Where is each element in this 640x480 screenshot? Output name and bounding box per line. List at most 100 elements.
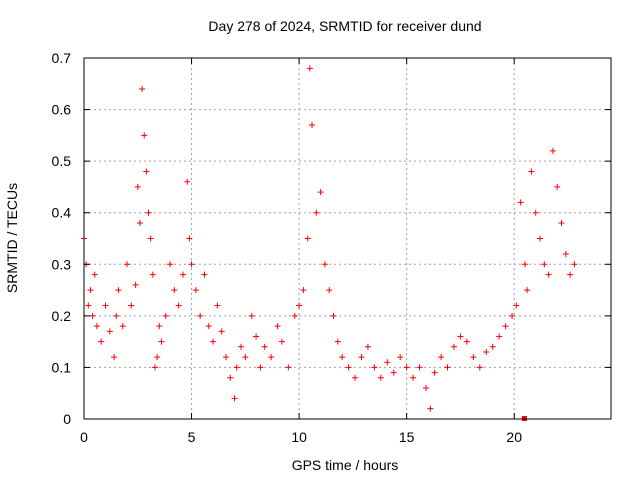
chart-title: Day 278 of 2024, SRMTID for receiver dun… bbox=[208, 18, 481, 34]
data-point bbox=[397, 354, 404, 361]
data-point bbox=[339, 354, 346, 361]
data-point bbox=[156, 323, 163, 330]
data-point bbox=[210, 338, 217, 345]
data-point bbox=[222, 354, 229, 361]
data-point bbox=[147, 235, 154, 242]
data-points bbox=[81, 65, 578, 421]
data-point bbox=[528, 168, 535, 175]
data-point bbox=[132, 281, 139, 288]
data-point bbox=[98, 338, 105, 345]
data-point bbox=[124, 261, 131, 268]
data-point bbox=[390, 369, 397, 376]
data-point bbox=[85, 302, 92, 309]
data-point bbox=[410, 374, 417, 381]
data-point bbox=[558, 220, 565, 227]
data-point bbox=[233, 364, 240, 371]
data-point bbox=[476, 364, 483, 371]
data-point bbox=[334, 338, 341, 345]
data-point bbox=[285, 364, 292, 371]
data-point bbox=[175, 302, 182, 309]
data-point bbox=[532, 209, 539, 216]
data-point bbox=[431, 369, 438, 376]
data-point bbox=[102, 302, 109, 309]
data-point bbox=[171, 287, 178, 294]
data-point bbox=[444, 364, 451, 371]
data-point bbox=[371, 364, 378, 371]
data-point bbox=[93, 323, 100, 330]
data-point bbox=[438, 354, 445, 361]
data-point bbox=[483, 348, 490, 355]
data-point bbox=[427, 405, 434, 412]
x-tick-label: 20 bbox=[506, 429, 522, 445]
data-point bbox=[154, 354, 161, 361]
y-tick-label: 0 bbox=[63, 411, 71, 427]
data-point bbox=[231, 395, 238, 402]
data-point bbox=[192, 287, 199, 294]
data-point bbox=[257, 364, 264, 371]
y-tick-label: 0.5 bbox=[52, 153, 72, 169]
data-point bbox=[296, 302, 303, 309]
data-point bbox=[423, 385, 430, 392]
data-point bbox=[309, 122, 316, 129]
y-tick-label: 0.4 bbox=[52, 205, 72, 221]
data-point bbox=[248, 312, 255, 319]
plot-border bbox=[83, 57, 612, 420]
data-point bbox=[188, 261, 195, 268]
data-point bbox=[300, 287, 307, 294]
data-point bbox=[463, 338, 470, 345]
axis-ticks: 0 0.1 0.2 0.3 0.4 0.5 0.6 0.7 0 5 10 15 20 bbox=[52, 50, 611, 445]
data-point bbox=[113, 312, 120, 319]
x-tick-label: 10 bbox=[291, 429, 307, 445]
data-point bbox=[496, 333, 503, 340]
data-point bbox=[218, 328, 225, 335]
data-point bbox=[253, 333, 260, 340]
data-point bbox=[158, 338, 165, 345]
y-tick-label: 0.7 bbox=[52, 50, 72, 66]
data-point bbox=[509, 312, 516, 319]
data-point bbox=[403, 364, 410, 371]
data-point bbox=[470, 354, 477, 361]
data-point bbox=[457, 333, 464, 340]
data-point bbox=[416, 364, 423, 371]
data-point bbox=[184, 178, 191, 185]
data-point bbox=[139, 85, 146, 92]
data-point bbox=[238, 343, 245, 350]
data-point bbox=[186, 235, 193, 242]
data-point bbox=[571, 261, 578, 268]
data-point bbox=[545, 271, 552, 278]
x-tick-label: 15 bbox=[399, 429, 415, 445]
data-point bbox=[377, 374, 384, 381]
data-point bbox=[554, 183, 561, 190]
data-point bbox=[321, 261, 328, 268]
data-point bbox=[326, 287, 333, 294]
y-tick-label: 0.6 bbox=[52, 102, 72, 118]
data-point bbox=[562, 250, 569, 257]
data-point bbox=[87, 287, 94, 294]
data-point bbox=[89, 312, 96, 319]
data-point bbox=[162, 312, 169, 319]
data-point bbox=[111, 354, 118, 361]
data-point bbox=[128, 302, 135, 309]
data-point bbox=[521, 261, 528, 268]
data-point bbox=[141, 132, 148, 139]
data-point bbox=[306, 65, 313, 72]
data-point bbox=[524, 287, 531, 294]
x-tick-label: 0 bbox=[80, 429, 88, 445]
data-point bbox=[261, 343, 268, 350]
data-point bbox=[119, 323, 126, 330]
data-point bbox=[134, 183, 141, 190]
data-point bbox=[313, 209, 320, 216]
data-point bbox=[537, 235, 544, 242]
data-point bbox=[179, 271, 186, 278]
data-point bbox=[151, 364, 158, 371]
x-tick-label: 5 bbox=[188, 429, 196, 445]
data-point bbox=[145, 209, 152, 216]
data-point bbox=[489, 343, 496, 350]
data-point bbox=[242, 354, 249, 361]
y-tick-label: 0.2 bbox=[52, 308, 72, 324]
data-point bbox=[227, 374, 234, 381]
data-point bbox=[143, 168, 150, 175]
data-point bbox=[291, 312, 298, 319]
